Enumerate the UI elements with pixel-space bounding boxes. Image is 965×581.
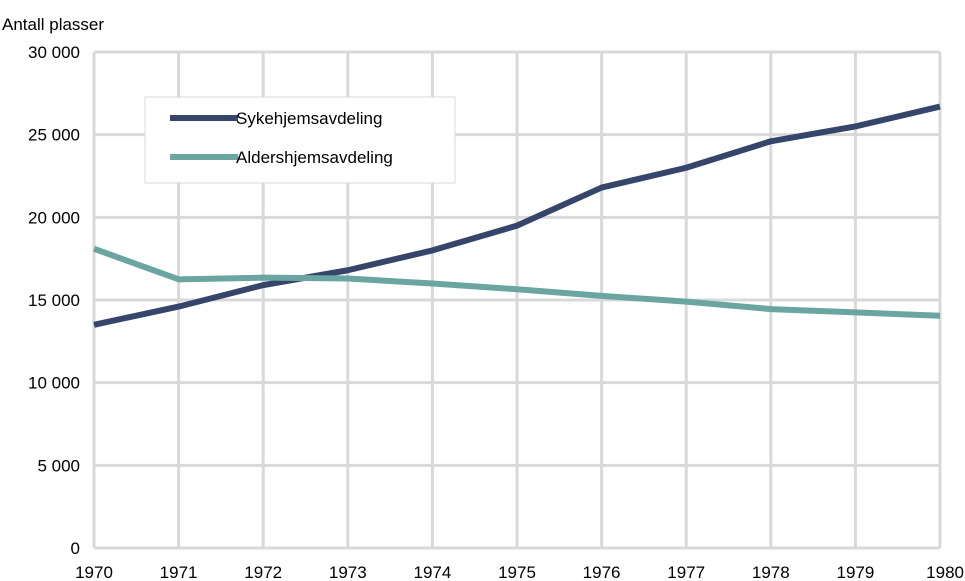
x-tick-label: 1978 — [752, 563, 790, 581]
y-axis-label: Antall plasser — [2, 15, 104, 34]
x-tick-label: 1974 — [413, 563, 451, 581]
y-tick-label: 20 000 — [28, 208, 80, 227]
y-axis-ticks: 0 5 000 10 000 15 000 20 000 25 000 30 000 — [28, 43, 80, 558]
series-lines — [92, 103, 941, 328]
y-tick-label: 0 — [71, 539, 80, 558]
x-tick-label: 1970 — [75, 563, 113, 581]
legend-label: Aldershjemsavdeling — [236, 148, 393, 167]
x-tick-label: 1979 — [836, 563, 874, 581]
series-line — [93, 103, 941, 328]
x-tick-label: 1980 — [926, 563, 964, 581]
series-line — [92, 245, 941, 319]
x-tick-label: 1971 — [160, 563, 198, 581]
x-tick-label: 1973 — [329, 563, 367, 581]
y-tick-label: 10 000 — [28, 374, 80, 393]
legend-label: Sykehjemsavdeling — [236, 109, 382, 128]
y-tick-label: 5 000 — [37, 456, 80, 475]
x-tick-label: 1972 — [244, 563, 282, 581]
x-tick-label: 1976 — [583, 563, 621, 581]
legend: Sykehjemsavdeling Aldershjemsavdeling — [144, 96, 456, 184]
x-tick-label: 1975 — [498, 563, 536, 581]
x-tick-label: 1977 — [667, 563, 705, 581]
x-axis-ticks: 1970 1971 1972 1973 1974 1975 1976 1977 1978 1979… — [75, 563, 964, 581]
y-tick-label: 30 000 — [28, 43, 80, 62]
y-tick-label: 15 000 — [28, 291, 80, 310]
y-tick-label: 25 000 — [28, 126, 80, 145]
legend-box — [144, 96, 456, 184]
